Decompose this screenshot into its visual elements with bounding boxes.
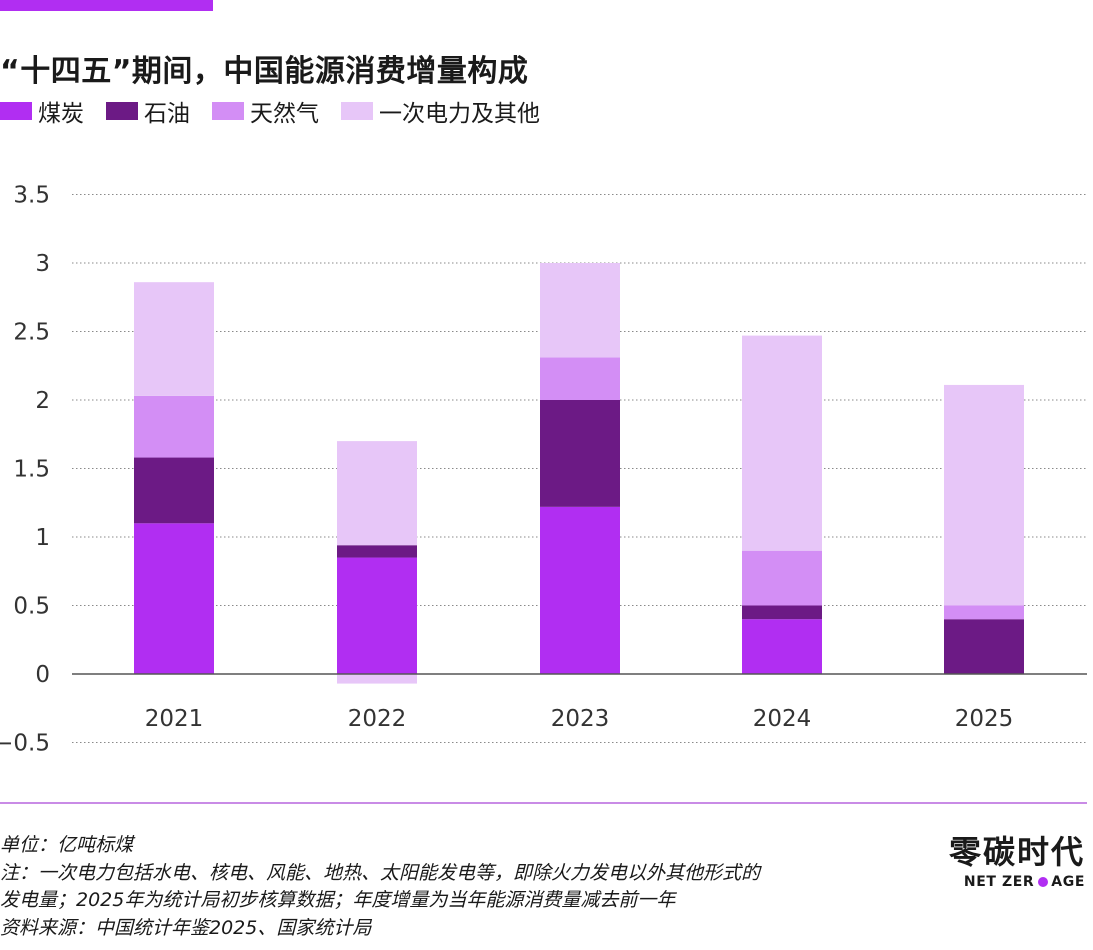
bar-electric-2025: [944, 384, 1024, 606]
legend-swatch-gas: [212, 102, 244, 120]
legend-label-gas: 天然气: [250, 101, 319, 127]
bar-chart: 3.5 3 2.5 2 1.5 1 0.5 0 −0.5 2021 2022 2023 2024 2025: [0, 183, 1087, 757]
legend-swatch-oil: [106, 102, 138, 120]
logo-chinese: 零碳时代: [948, 833, 1085, 871]
legend-swatch-electric: [341, 102, 373, 120]
chart-title: “十四五”期间，中国能源消费增量构成: [0, 54, 529, 89]
x-tick-label-2024: 2024: [753, 706, 812, 732]
legend-label-oil: 石油: [144, 101, 190, 127]
y-tick-label: 2.5: [13, 320, 50, 346]
bar-oil-2021: [134, 457, 214, 524]
bar-gas-2024: [742, 550, 822, 606]
bar-electric-2022-negative: [337, 674, 417, 684]
unit-note: 单位：亿吨标煤: [0, 834, 134, 856]
legend: 煤炭 石油 天然气 一次电力及其他: [0, 94, 562, 128]
bar-coal-2022: [337, 557, 417, 674]
footer-notes: 单位：亿吨标煤 注：一次电力包括水电、核电、风能、地热、太阳能发电等，即除火力发…: [0, 832, 880, 942]
bar-electric-2024: [742, 335, 822, 551]
bar-electric-2022: [337, 441, 417, 546]
logo-en-right: AGE: [1051, 874, 1085, 890]
y-tick-label: 0.5: [13, 594, 50, 620]
x-tick-label-2023: 2023: [551, 706, 610, 732]
bar-gas-2025: [944, 605, 1024, 620]
legend-item-gas: 天然气: [212, 94, 319, 128]
y-tick-label: 0: [35, 662, 50, 688]
legend-item-electric: 一次电力及其他: [341, 94, 540, 128]
logo-en-left: NET ZER: [963, 874, 1035, 890]
y-tick-label: 3.5: [13, 183, 50, 209]
bar-coal-2023: [540, 506, 620, 674]
legend-swatch-coal: [0, 102, 32, 120]
x-tick-label-2021: 2021: [145, 706, 204, 732]
legend-label-electric: 一次电力及其他: [379, 101, 540, 127]
bar-electric-2023: [540, 263, 620, 358]
y-tick-label: −0.5: [0, 731, 50, 757]
y-tick-label: 1.5: [13, 457, 50, 483]
footer-divider: [0, 802, 1087, 804]
note-line-2: 发电量；2025年为统计局初步核算数据；年度增量为当年能源消费量减去前一年: [0, 889, 676, 911]
logo-english: NET ZER AGE: [949, 874, 1085, 890]
logo-dot-icon: [1038, 877, 1049, 887]
legend-item-oil: 石油: [106, 94, 190, 128]
bar-oil-2023: [540, 400, 620, 507]
legend-label-coal: 煤炭: [38, 101, 84, 127]
x-tick-label-2025: 2025: [955, 706, 1014, 732]
top-accent-bar: [0, 0, 213, 11]
brand-logo: 零碳时代 NET ZER AGE: [949, 833, 1085, 890]
bar-coal-2021: [134, 523, 214, 674]
bar-gas-2021: [134, 395, 214, 458]
y-tick-label: 3: [35, 251, 50, 277]
bar-oil-2022: [337, 545, 417, 558]
bar-oil-2025: [944, 619, 1024, 674]
bar-oil-2024: [742, 605, 822, 620]
note-line-1: 注：一次电力包括水电、核电、风能、地热、太阳能发电等，即除火力发电以外其他形式的: [0, 861, 761, 884]
bar-coal-2024: [742, 619, 822, 674]
x-tick-label-2022: 2022: [348, 706, 407, 732]
y-tick-label: 1: [35, 525, 50, 551]
legend-item-coal: 煤炭: [0, 94, 84, 128]
source-note: 资料来源：中国统计年鉴2025、国家统计局: [0, 916, 372, 939]
bar-electric-2021: [134, 282, 214, 396]
bar-gas-2023: [540, 357, 620, 400]
y-tick-label: 2: [35, 388, 50, 414]
